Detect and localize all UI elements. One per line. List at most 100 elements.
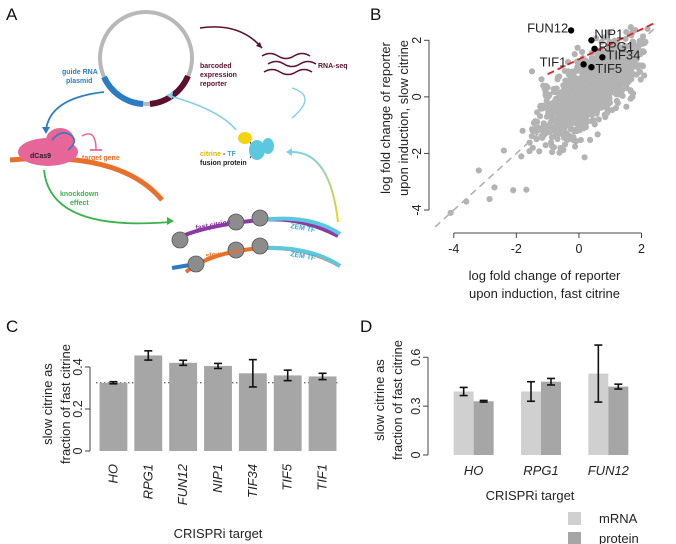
panel-label-d: D (360, 317, 372, 336)
scatter-point (639, 33, 647, 40)
knockdown-arrow (43, 169, 171, 225)
scatter-point (571, 105, 578, 112)
scatter-point (581, 122, 588, 130)
scatter-point (631, 51, 639, 58)
scatter-point (568, 116, 575, 123)
scatter-point (549, 100, 556, 107)
legend-label-mrna: mRNA (599, 511, 638, 526)
scatter-point (586, 136, 594, 143)
scatter-point (550, 144, 558, 151)
x-tick-label-tif34: TIF34 (245, 464, 260, 498)
scatter-point (555, 73, 562, 81)
dcas9-label: dCas9 (30, 153, 51, 160)
y-tick-label: 0 (409, 451, 423, 458)
highlight-label-tif5: TIF5 (595, 61, 622, 76)
highlight-point-rpg1 (591, 45, 598, 52)
scatter-point (463, 198, 470, 205)
scatter-point (623, 28, 630, 36)
fusion-feedback-arrow (291, 87, 306, 119)
scatter-point (571, 143, 579, 150)
fusion-protein-label: fusion protein (200, 160, 247, 167)
scatter-point (642, 38, 649, 45)
scatter-point (528, 125, 536, 133)
scatter-point (533, 136, 540, 143)
citrine-shape (238, 132, 252, 144)
scatter-point (593, 85, 600, 92)
scatter-point (593, 89, 600, 97)
scatter-point (612, 63, 619, 70)
scatter-point (592, 70, 599, 77)
scatter-point (538, 105, 545, 112)
scatter-point (574, 121, 581, 128)
guide-rna-segment (101, 75, 144, 107)
scatter-point (548, 134, 555, 141)
highlight-label-rpg1: RPG1 (599, 39, 634, 54)
plasmid-circle (98, 10, 194, 106)
scatter-point (630, 90, 637, 97)
nucleosome-4 (187, 255, 205, 273)
scatter-point (603, 74, 610, 82)
scatter-point (557, 144, 564, 152)
reporter-label-1: barcoded (200, 63, 232, 70)
x-tick-label-ho: HO (464, 463, 484, 478)
scatter-point (597, 79, 604, 86)
scatter-point (554, 135, 561, 143)
dash-word: - (221, 151, 227, 158)
scatter-point (553, 85, 560, 92)
scatter-point (519, 127, 526, 134)
knockdown-label-2: effect (70, 200, 89, 207)
scatter-point (572, 82, 579, 89)
highlight-point-tif34 (599, 54, 606, 61)
scatter-point (600, 64, 607, 71)
y-tick-label: 0 (410, 93, 424, 100)
scatter-point (538, 76, 545, 83)
fusion-to-plasmid-arrowhead (166, 92, 173, 99)
bar-rpg1 (134, 355, 163, 451)
highlight-point-fun12 (567, 27, 575, 34)
scatter-point (571, 51, 578, 58)
scatter-cloud (447, 24, 651, 216)
scatter-point (581, 75, 588, 82)
scatter-point (549, 148, 556, 156)
y-axis-title-line1: slow citrine as (40, 363, 55, 445)
scatter-point (588, 85, 595, 92)
bar-nip1 (204, 365, 232, 451)
scatter-point (578, 48, 586, 56)
x-tick-label-fun12: FUN12 (588, 463, 630, 478)
scatter-point (604, 109, 611, 116)
tf-shape-2 (262, 138, 274, 154)
y-axis-title-line2: upon induction, slow citrine (396, 40, 411, 196)
scatter-point (559, 87, 567, 95)
scatter-point (577, 136, 584, 144)
scatter-point (559, 101, 566, 109)
fit-line (547, 22, 655, 76)
highlight-point-tif1 (580, 61, 587, 68)
scatter-point (568, 126, 575, 133)
scatter-point (603, 105, 611, 112)
scatter-point (586, 98, 593, 105)
scatter-point (624, 43, 632, 50)
y-tick-label: 0 (71, 447, 85, 454)
tf-gradient-arrowhead (286, 148, 292, 156)
rnaseq-arrowhead (256, 42, 262, 48)
x-tick-label: 2 (638, 242, 645, 256)
scatter-point (556, 112, 564, 119)
scatter-point (537, 126, 545, 133)
citrine-word: citrine (200, 151, 221, 158)
scatter-point (559, 126, 566, 133)
scatter-point (629, 71, 636, 78)
y-tick-label: -2 (410, 148, 424, 159)
fast-zem-label: ZEM TF (290, 223, 317, 234)
nucleosome-1 (171, 231, 189, 249)
x-tick-label-tif1: TIF1 (315, 464, 330, 491)
scatter-point (605, 29, 612, 36)
scatter-point (609, 48, 616, 55)
scatter-point (621, 66, 628, 74)
scatter-point (601, 34, 609, 41)
rnaseq-label: RNA-seq (318, 63, 348, 70)
scatter-point (557, 117, 564, 124)
nucleosome-5 (227, 241, 245, 259)
scatter-point (619, 51, 626, 58)
